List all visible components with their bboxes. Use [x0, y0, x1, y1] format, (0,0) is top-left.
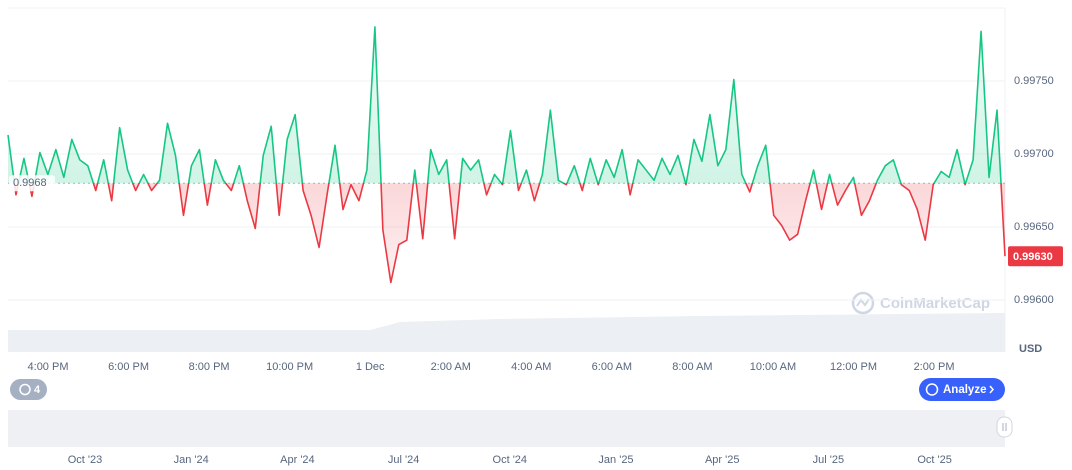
x-tick-label: 8:00 AM: [672, 361, 712, 373]
current-price-tag: [1008, 246, 1063, 267]
history-badge[interactable]: 4: [10, 379, 47, 400]
navigator[interactable]: [8, 410, 1005, 447]
x-tick-label: 10:00 AM: [750, 361, 796, 373]
analyze-button[interactable]: Analyze: [919, 378, 1005, 401]
x-tick-label: 2:00 PM: [914, 361, 955, 373]
volume-backdrop: [8, 313, 1005, 352]
y-tick-label: 0.99700: [1014, 148, 1054, 160]
x-tick-label: 8:00 PM: [189, 361, 230, 373]
navigator-label: Jul '25: [813, 454, 844, 466]
x-tick-label: 12:00 PM: [830, 361, 877, 373]
navigator-label: Jul '24: [388, 454, 419, 466]
analyze-chevron: [989, 385, 994, 394]
x-tick-label: 4:00 AM: [511, 361, 551, 373]
analyze-bg[interactable]: [919, 378, 1005, 401]
navigator-label: Oct '24: [493, 454, 528, 466]
price-line: [7, 26, 1006, 284]
navigator-label: Apr '24: [280, 454, 315, 466]
y-tick-label: 0.99650: [1014, 221, 1054, 233]
analyze-text[interactable]: Analyze: [943, 384, 986, 396]
x-tick-label: 10:00 PM: [266, 361, 313, 373]
unit-label: USD: [1019, 343, 1042, 355]
baseline-label-bg: [9, 175, 55, 192]
y-tick-label: 0.99750: [1014, 75, 1054, 87]
x-tick-label: 1 Dec: [356, 361, 385, 373]
x-tick-label: 4:00 PM: [28, 361, 69, 373]
analyze-icon: [925, 383, 939, 396]
navigator-handle[interactable]: [996, 416, 1013, 438]
badge-icon: [19, 383, 31, 396]
current-price-label: 0.99630: [1013, 251, 1053, 263]
x-tick-label: 6:00 PM: [108, 361, 149, 373]
watermark: CoinMarketCap: [880, 295, 990, 312]
badge-count[interactable]: 4: [34, 384, 41, 396]
x-tick-label: 2:00 AM: [431, 361, 471, 373]
x-tick-label: 6:00 AM: [592, 361, 632, 373]
badge-bg[interactable]: [10, 379, 47, 400]
navigator-label: Oct '25: [917, 454, 952, 466]
navigator-label: Oct '23: [68, 454, 103, 466]
navigator-label: Jan '25: [598, 454, 633, 466]
navigator-label: Apr '25: [705, 454, 740, 466]
y-tick-label: 0.99600: [1014, 294, 1054, 306]
navigator-label: Jan '24: [174, 454, 209, 466]
baseline-label: 0.9968: [13, 177, 47, 189]
watermark-logo: [851, 291, 875, 315]
